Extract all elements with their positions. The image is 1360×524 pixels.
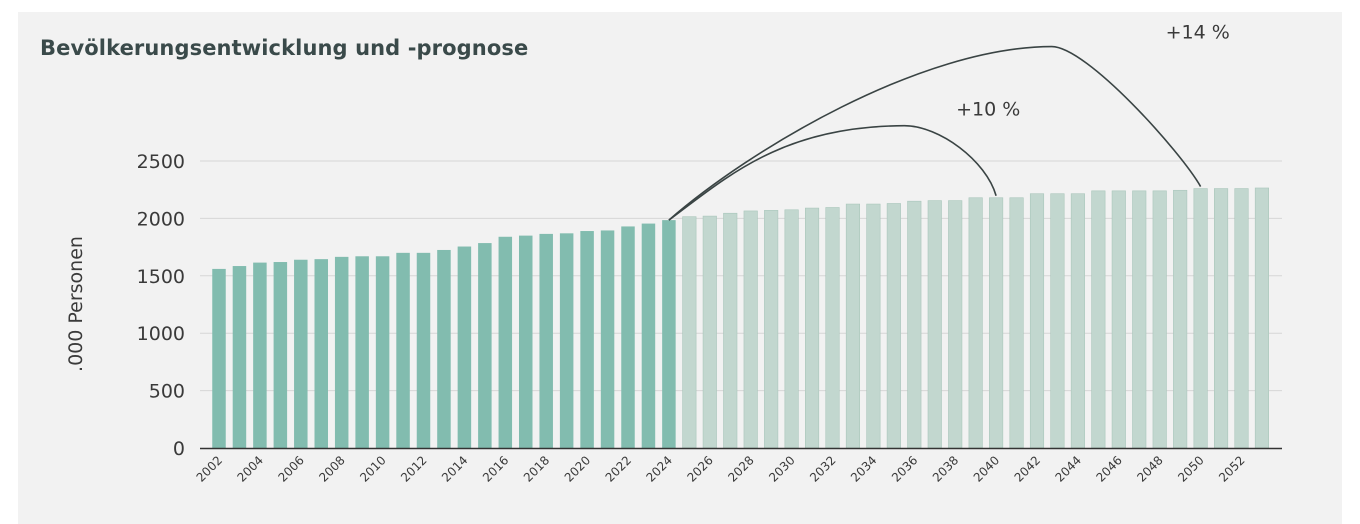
bar-forecast [1254,187,1269,449]
bar-forecast [1091,190,1106,449]
bar-historical [396,252,410,448]
bar-forecast [1173,189,1188,449]
annotation-label: +14 % [1166,22,1230,44]
x-tick-label: 2044 [1053,453,1084,484]
x-tick-label: 2016 [480,453,511,484]
x-tick-label: 2024 [644,453,675,484]
x-tick-label: 2004 [235,453,266,484]
chart-title: Bevölkerungsentwicklung und -prognose [40,36,529,60]
bar-historical [232,266,247,448]
bar-historical [478,243,492,448]
y-axis-label: .000 Personen [65,236,87,372]
x-tick-label: 2008 [316,453,347,484]
y-tick-label: 1000 [137,323,185,345]
bar-historical [416,252,431,448]
bar-historical [539,233,553,448]
x-tick-label: 2010 [357,453,388,484]
x-tick-label: 2018 [521,453,552,484]
x-tick-label: 2042 [1012,453,1043,484]
bars [212,187,1269,449]
x-tick-label: 2038 [930,453,961,484]
x-tick-label: 2032 [807,453,838,484]
x-tick-label: 2050 [1175,453,1206,484]
bar-forecast [1193,188,1208,449]
annotation-label: +10 % [956,99,1020,121]
bar-historical [559,233,574,448]
x-tick-label: 2030 [766,453,797,484]
bar-forecast [702,215,717,449]
bar-historical [314,259,328,448]
bar-historical [334,256,349,448]
bar-forecast [886,203,901,449]
bar-historical [355,256,369,448]
bar-forecast [866,203,881,449]
bar-historical [641,223,656,448]
bar-historical [273,262,288,448]
bar-forecast [927,200,942,449]
y-tick-label: 1500 [137,266,185,288]
x-tick-label: 2052 [1216,453,1247,484]
annotation-curve [668,124,997,221]
bar-forecast [1132,190,1147,449]
bar-forecast [845,203,861,449]
annotation-curve [668,45,1202,221]
y-tick-label: 0 [173,438,185,460]
bar-historical [498,236,513,448]
bar-forecast [1234,188,1249,449]
x-tick-label: 2006 [275,453,306,484]
bar-historical [621,226,635,448]
bar-historical [375,256,390,448]
bar-historical [600,230,615,448]
bar-forecast [743,210,758,449]
bar-forecast [1029,193,1045,449]
bar-historical [580,231,594,448]
x-tick-label: 2020 [562,453,593,484]
bar-forecast [764,210,779,449]
y-tick-label: 2500 [137,151,185,173]
x-tick-label: 2026 [684,453,715,484]
annotations: +10 % +14 % [668,22,1230,221]
bar-forecast [1009,197,1024,449]
x-tick-label: 2028 [725,453,756,484]
bar-forecast [989,197,1004,449]
bar-forecast [948,200,963,449]
bar-forecast [1214,188,1229,449]
y-tick-label: 500 [149,381,185,403]
bar-forecast [784,209,799,449]
x-tick-label: 2034 [848,453,879,484]
bar-forecast [968,197,983,449]
x-tick-label: 2036 [889,453,920,484]
axes: 2002 2004 2006 2008 2010 2012 2014 2016 2018 2020… [194,447,1282,485]
x-tick-label: 2040 [971,453,1002,484]
bar-historical [519,235,533,448]
bar-forecast [1111,190,1126,449]
bar-forecast [804,207,820,449]
bar-forecast [1152,190,1167,449]
bar-forecast [682,216,697,449]
x-tick-label: 2012 [398,453,429,484]
bar-historical [662,220,676,448]
bar-historical [253,262,267,448]
x-tick-label: 2046 [1093,453,1124,484]
bar-historical [437,249,451,448]
bar-historical [294,259,308,448]
bar-historical [212,268,226,448]
bar-forecast [825,207,840,449]
bar-forecast [1070,193,1085,449]
bar-forecast [907,200,922,449]
x-tick-label: 2014 [439,453,470,484]
x-tick-label: 2002 [194,453,225,484]
y-tick-label: 2000 [137,208,185,230]
x-tick-label: 2022 [603,453,634,484]
bar-historical [457,246,472,448]
x-tick-label: 2048 [1134,453,1165,484]
bar-forecast [1050,193,1065,449]
bar-forecast [723,212,738,449]
